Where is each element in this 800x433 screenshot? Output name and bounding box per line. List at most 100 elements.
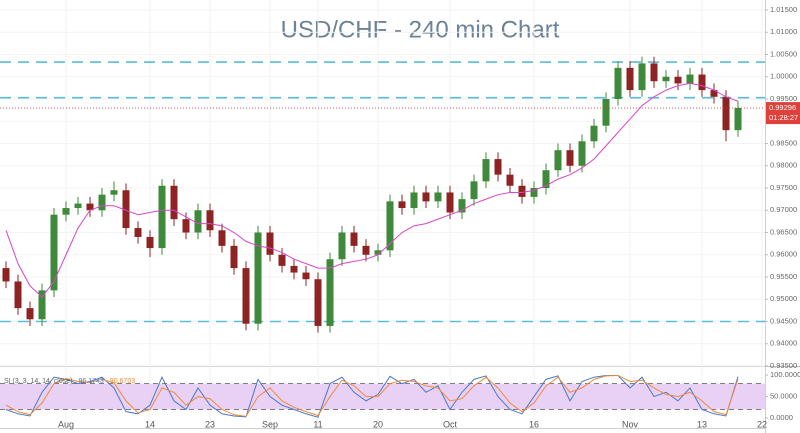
candle-body xyxy=(422,192,430,202)
candle-body xyxy=(86,203,94,211)
candle-body xyxy=(698,74,706,91)
y-tick-label: 0.96000 xyxy=(770,250,797,259)
candle-body xyxy=(254,232,262,324)
candle-body xyxy=(2,268,10,282)
candle-body xyxy=(374,250,382,255)
indicator-name: SI (3, 3, 14, 14, close) xyxy=(4,378,72,385)
candle-body xyxy=(314,279,322,326)
candle-body xyxy=(50,214,58,291)
y-tick-label: 0.98000 xyxy=(770,161,797,170)
y-tick-label: 0.95500 xyxy=(770,272,797,281)
candle-body xyxy=(590,125,598,142)
candle-body xyxy=(74,203,82,209)
x-tick-label: 14 xyxy=(145,419,155,429)
candle-body xyxy=(494,159,502,175)
candle-body xyxy=(266,232,274,255)
x-tick-label: 16 xyxy=(529,419,539,429)
candle-body xyxy=(674,76,682,84)
candle-body xyxy=(458,199,466,213)
y-tick-label: 0.94000 xyxy=(770,339,797,348)
candle-body xyxy=(410,192,418,209)
candle-body xyxy=(26,308,34,320)
candle-body xyxy=(230,245,238,269)
candle-body xyxy=(638,63,646,91)
x-tick-label: 22 xyxy=(757,419,767,429)
y-tick-label: 1.01000 xyxy=(770,27,797,36)
y-tick-label: 100.0000 xyxy=(770,370,800,379)
candle-body xyxy=(602,99,610,126)
y-tick-label: 0.95000 xyxy=(770,294,797,303)
candle-body xyxy=(578,141,586,166)
candle-body xyxy=(506,174,514,186)
last-price-box xyxy=(766,102,800,125)
candle-body xyxy=(446,192,454,213)
candle-body xyxy=(350,232,358,246)
x-tick-label: Oct xyxy=(443,419,458,429)
x-tick-label: Nov xyxy=(622,419,639,429)
candle-body xyxy=(290,265,298,273)
y-tick-label: 0.94500 xyxy=(770,316,797,325)
countdown-label: 01:28:27 xyxy=(769,113,798,122)
candle-body xyxy=(530,188,538,197)
candle-body xyxy=(662,76,670,82)
candle-body xyxy=(686,74,694,84)
y-tick-label: 0.0000 xyxy=(770,413,793,422)
y-tick-label: 50.0000 xyxy=(770,392,797,401)
moving-average xyxy=(5,82,739,298)
candle-body xyxy=(278,254,286,266)
candle-body xyxy=(710,90,718,97)
candle-body xyxy=(518,185,526,197)
candle-body xyxy=(566,150,574,166)
candle-body xyxy=(158,185,166,249)
candle-body xyxy=(434,192,442,202)
candle-body xyxy=(398,201,406,209)
candle-body xyxy=(206,210,214,231)
y-tick-label: 0.99500 xyxy=(770,94,797,103)
x-tick-label: 13 xyxy=(697,419,707,429)
y-tick-label: 0.98500 xyxy=(770,138,797,147)
x-tick-label: 11 xyxy=(313,419,322,429)
candle-body xyxy=(362,245,370,255)
y-tick-label: 0.93500 xyxy=(770,361,797,370)
candle-body xyxy=(38,290,46,320)
indicator-label: SI (3, 3, 14, 14, close) 96.1743 90.6703 xyxy=(4,378,135,385)
x-tick-label: 23 xyxy=(205,419,215,429)
y-tick-label: 0.97500 xyxy=(770,183,797,192)
candle-body xyxy=(470,181,478,200)
candle-body xyxy=(650,63,658,82)
candle-body xyxy=(62,208,70,215)
candle-body xyxy=(194,210,202,233)
candle-body xyxy=(134,228,142,237)
chart-title: USD/CHF - 240 min Chart xyxy=(281,16,560,43)
candle-body xyxy=(614,67,622,100)
y-tick-label: 1.00000 xyxy=(770,72,797,81)
candle-body xyxy=(110,190,118,195)
y-tick-label: 0.97000 xyxy=(770,205,797,214)
candle-body xyxy=(326,259,334,326)
candle-body xyxy=(626,67,634,91)
indicator-value: 90.6703 xyxy=(110,378,135,385)
candle-body xyxy=(170,185,178,220)
y-tick-label: 1.00500 xyxy=(770,49,797,58)
candle-body xyxy=(14,281,22,309)
candle-body xyxy=(338,232,346,260)
candle-body xyxy=(122,190,130,229)
candle-body xyxy=(302,272,310,280)
candle-body xyxy=(386,201,394,251)
indicator-value: 96.1743 xyxy=(78,378,103,385)
candle-body xyxy=(182,219,190,233)
y-tick-label: 0.96500 xyxy=(770,227,797,236)
candle-body xyxy=(554,150,562,171)
candle-body xyxy=(218,230,226,246)
x-tick-label: Aug xyxy=(58,419,74,429)
candle-body xyxy=(482,159,490,182)
oscillator-line xyxy=(5,374,739,417)
candle-body xyxy=(98,194,106,211)
x-tick-label: Sep xyxy=(262,419,278,429)
candle-body xyxy=(146,236,154,249)
candle-body xyxy=(242,268,250,324)
last-price-label: 0.99296 xyxy=(769,103,796,112)
candle-body xyxy=(734,107,742,131)
